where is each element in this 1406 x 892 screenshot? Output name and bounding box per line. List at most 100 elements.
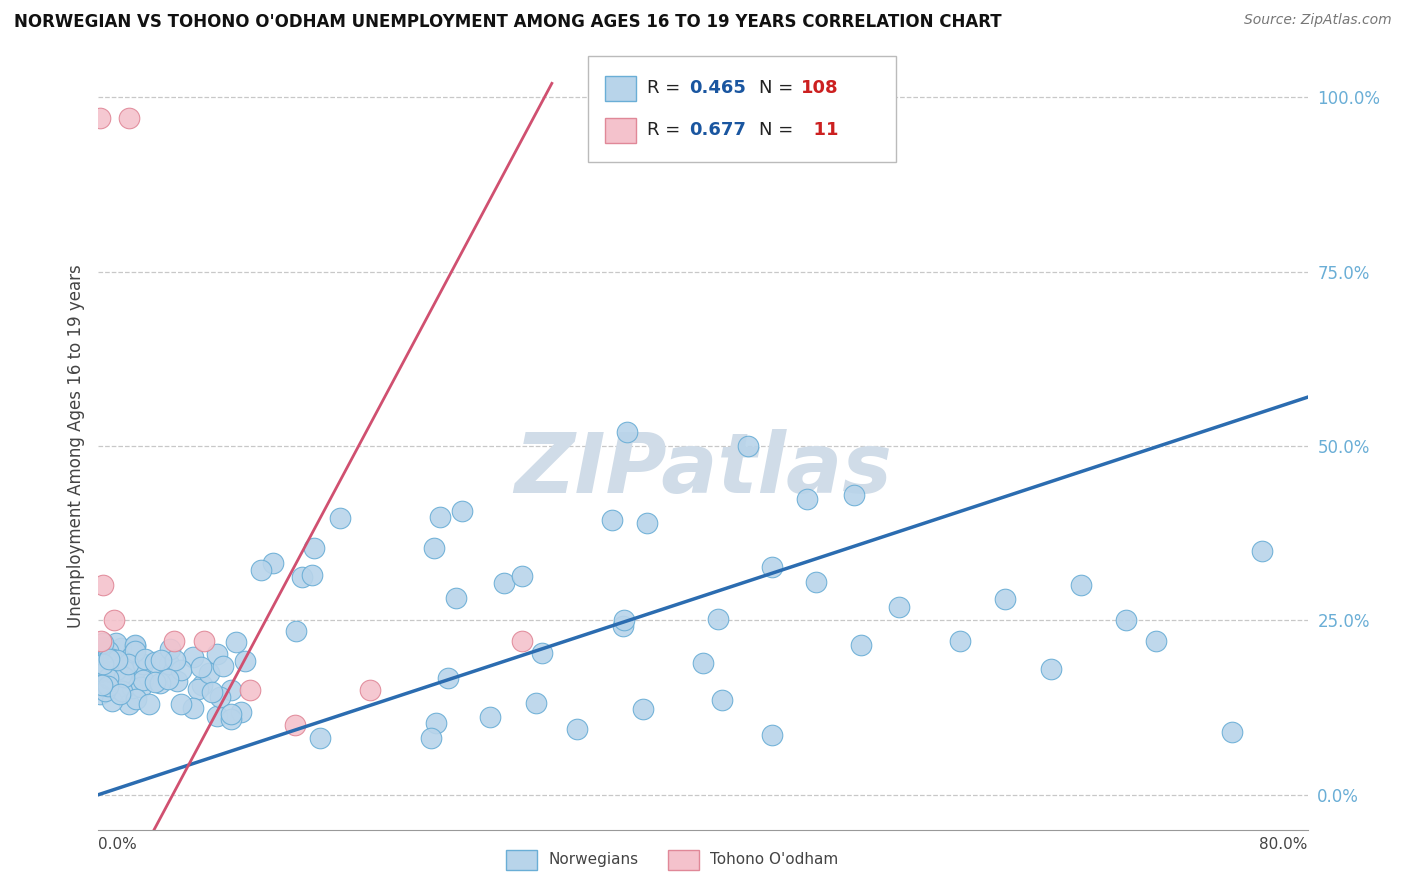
Point [91,657,114,671]
Point [163,634,186,648]
Point [710,692,733,706]
Point [190,678,212,692]
Point [201,684,224,698]
Point [1251,543,1274,558]
Point [706,612,728,626]
Point [612,619,634,633]
Text: 108: 108 [801,79,839,97]
Point [111,684,134,698]
Point [360,683,382,698]
Point [134,652,156,666]
Point [302,541,325,556]
Point [117,657,139,671]
Point [844,488,866,502]
Point [97,671,120,685]
Text: ZIPatlas: ZIPatlas [515,428,891,509]
Point [329,511,352,525]
Point [205,647,228,661]
Point [205,709,228,723]
Point [423,541,446,556]
Point [90,664,112,678]
Point [112,663,135,677]
Text: 11: 11 [801,121,839,139]
Point [121,681,143,695]
Point [101,694,124,708]
Point [444,591,467,605]
Point [138,697,160,711]
Text: 80.0%: 80.0% [1260,837,1308,852]
Point [308,731,330,746]
Point [197,666,219,681]
Point [143,674,166,689]
Point [193,634,215,648]
Point [132,657,155,671]
Point [97,644,120,658]
Point [143,655,166,669]
Point [208,690,231,705]
Point [91,636,114,650]
Point [94,684,117,698]
Point [437,671,460,685]
Point [889,600,911,615]
Point [225,634,247,648]
Point [118,112,141,126]
Point [122,645,145,659]
Point [124,643,146,657]
Point [124,639,146,653]
Point [97,679,120,693]
Point [301,568,323,582]
Point [124,638,146,652]
Point [737,439,759,453]
Point [429,510,451,524]
Y-axis label: Unemployment Among Ages 16 to 19 years: Unemployment Among Ages 16 to 19 years [66,264,84,628]
Text: 0.465: 0.465 [689,79,745,97]
Point [157,672,180,686]
Text: Source: ZipAtlas.com: Source: ZipAtlas.com [1244,13,1392,28]
Point [219,706,242,721]
Text: R =: R = [647,121,686,139]
Point [249,563,271,577]
Point [100,652,122,666]
Point [91,678,114,692]
Point [149,675,172,690]
Point [89,686,111,700]
Point [291,570,314,584]
Point [219,712,242,726]
Point [229,705,252,719]
Point [1144,634,1167,648]
Point [159,642,181,657]
Point [157,657,180,672]
Point [510,634,533,648]
Point [633,702,655,716]
Point [129,681,152,695]
Point [90,634,112,648]
Point [190,660,212,674]
Point [761,559,783,574]
Point [285,624,308,638]
Text: NORWEGIAN VS TOHONO O'ODHAM UNEMPLOYMENT AMONG AGES 16 TO 19 YEARS CORRELATION C: NORWEGIAN VS TOHONO O'ODHAM UNEMPLOYMENT… [14,13,1001,31]
Point [165,653,187,667]
Point [110,640,132,655]
Point [118,697,141,711]
Point [565,722,588,736]
Point [636,516,658,530]
Point [89,112,111,126]
Point [530,646,553,660]
Point [187,681,209,696]
Point [150,653,173,667]
Point [170,663,193,677]
Point [600,513,623,527]
Point [125,692,148,706]
Text: R =: R = [647,79,686,97]
Point [103,613,125,627]
Point [110,667,132,681]
Point [761,728,783,742]
Point [108,687,131,701]
Point [262,557,284,571]
Point [181,701,204,715]
Point [796,492,818,507]
Point [112,670,135,684]
Point [125,662,148,676]
Point [91,640,114,654]
Text: 0.677: 0.677 [689,121,745,139]
